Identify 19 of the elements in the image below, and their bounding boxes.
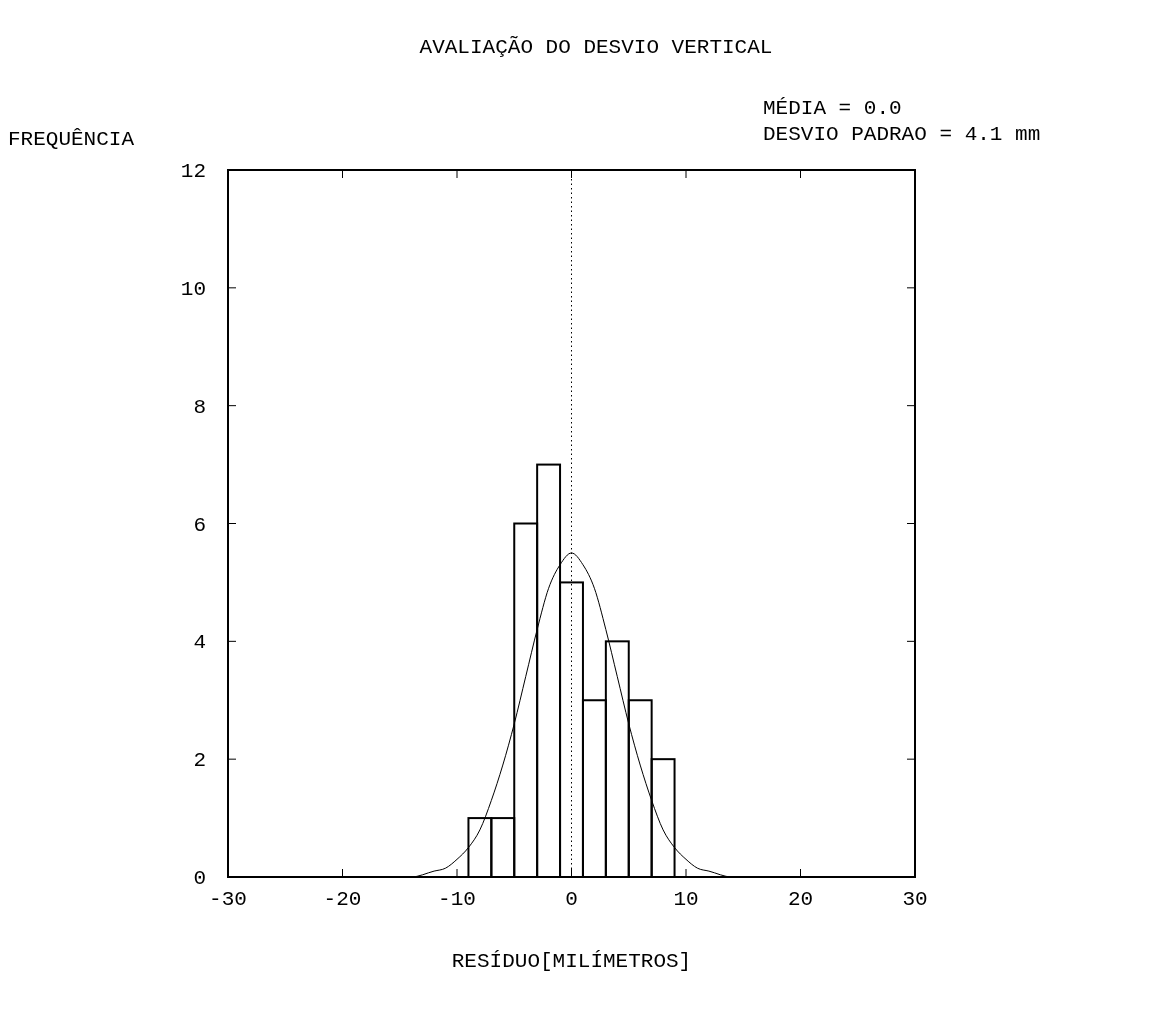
x-tick-label: 20: [787, 888, 814, 911]
y-tick-label: 4: [193, 631, 206, 655]
y-tick-label: 6: [193, 513, 206, 537]
x-tick-label: 30: [902, 888, 928, 911]
y-tick-label: 2: [193, 749, 206, 773]
x-tick-label: -10: [438, 888, 476, 911]
y-tick-label: 8: [193, 395, 206, 419]
y-tick-label: 10: [180, 277, 206, 301]
x-axis-title: RESÍDUO[MILÍMETROS]: [451, 950, 692, 973]
x-tick-label: 10: [673, 888, 699, 911]
x-tick-label: 0: [565, 888, 578, 911]
x-tick-label: -30: [209, 888, 247, 911]
y-tick-label: 0: [193, 867, 206, 890]
x-tick-label: -20: [323, 888, 362, 911]
text: DESVIO PADRAO = 4.1 mm: [763, 123, 1041, 146]
y-axis-title: FREQUÊNCIA: [8, 128, 135, 151]
text: MÉDIA = 0.0: [763, 97, 902, 120]
chart-title: AVALIAÇÃO DO DESVIO VERTICAL: [419, 35, 773, 59]
y-tick-label: 12: [180, 160, 206, 183]
